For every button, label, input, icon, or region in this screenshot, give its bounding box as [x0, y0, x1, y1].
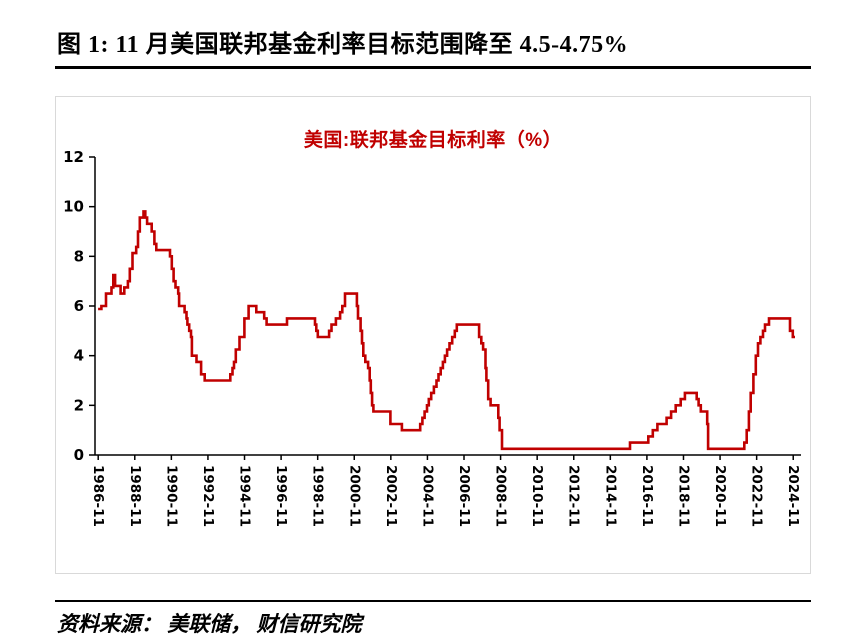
svg-text:1994-11: 1994-11: [237, 465, 253, 527]
chart-container: 美国:联邦基金目标利率（%） 0 2 4 6 8 10 12 1986-11 1988-11 19…: [55, 96, 811, 574]
svg-text:2006-11: 2006-11: [456, 465, 472, 527]
svg-text:2024-11: 2024-11: [785, 465, 801, 527]
svg-text:2000-11: 2000-11: [346, 465, 362, 527]
svg-text:1988-11: 1988-11: [127, 465, 143, 527]
svg-text:2020-11: 2020-11: [712, 465, 728, 527]
svg-text:2018-11: 2018-11: [675, 465, 691, 527]
fed-rate-chart: 0 2 4 6 8 10 12 1986-11 1988-11 1990-11 1992-11 199…: [63, 148, 801, 527]
svg-text:2016-11: 2016-11: [639, 465, 655, 527]
svg-text:2: 2: [74, 396, 84, 414]
source-note: 资料来源： 美联储， 财信研究院: [57, 612, 362, 636]
figure-title: 图 1: 11 月美国联邦基金利率目标范围降至 4.5-4.75%: [57, 32, 629, 58]
svg-text:1986-11: 1986-11: [90, 465, 106, 527]
svg-text:1992-11: 1992-11: [200, 465, 216, 527]
title-divider: [55, 66, 811, 69]
svg-text:2002-11: 2002-11: [383, 465, 399, 527]
svg-text:2012-11: 2012-11: [566, 465, 582, 527]
svg-text:2008-11: 2008-11: [493, 465, 509, 527]
svg-text:2014-11: 2014-11: [602, 465, 618, 527]
svg-text:8: 8: [74, 247, 84, 265]
svg-text:1998-11: 1998-11: [310, 465, 326, 527]
source-divider: [55, 600, 811, 602]
svg-text:2022-11: 2022-11: [749, 465, 765, 527]
svg-text:2004-11: 2004-11: [419, 465, 435, 527]
svg-text:12: 12: [63, 148, 84, 166]
svg-text:2010-11: 2010-11: [529, 465, 545, 527]
svg-text:6: 6: [74, 297, 84, 315]
chart-title: 美国:联邦基金目标利率（%）: [303, 130, 563, 151]
svg-text:1990-11: 1990-11: [163, 465, 179, 527]
svg-text:10: 10: [63, 198, 84, 216]
svg-text:0: 0: [74, 446, 84, 464]
svg-text:1996-11: 1996-11: [273, 465, 289, 527]
svg-text:4: 4: [74, 347, 84, 365]
